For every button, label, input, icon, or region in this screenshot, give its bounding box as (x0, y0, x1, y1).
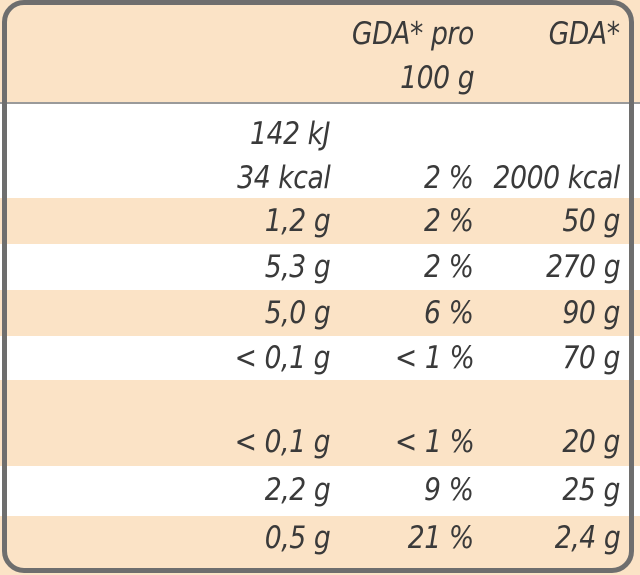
header-gda-per-100g-line1: GDA* pro (352, 16, 474, 52)
header-gda: GDA* (548, 16, 620, 52)
row-percent: < 1 % (394, 340, 475, 376)
table-row: < 0,1 g < 1 % 20 g (0, 380, 640, 466)
row-value: 1,2 g (264, 203, 330, 239)
header-divider (0, 102, 640, 104)
row-value: 2,2 g (264, 472, 330, 508)
table-header: GDA* pro 100 g GDA* (0, 0, 640, 104)
row-value: 5,3 g (264, 249, 330, 285)
row-percent: 2 % (424, 203, 475, 239)
row-gda: 25 g (562, 472, 620, 508)
row-percent: 2 % (424, 249, 475, 285)
row-value: 5,0 g (264, 295, 330, 331)
row-gda: 20 g (562, 424, 620, 460)
row-percent: 6 % (424, 295, 475, 331)
row-percent: < 1 % (394, 424, 475, 460)
table-row-energy: 142 kJ 34 kcal 2 % 2000 kcal (0, 104, 640, 198)
table-row: 1,2 g 2 % 50 g (0, 198, 640, 244)
row-percent: 21 % (407, 520, 474, 556)
table-row: 5,3 g 2 % 270 g (0, 244, 640, 290)
row-gda: 2,4 g (554, 520, 620, 556)
energy-gda: 2000 kcal (493, 160, 621, 196)
table-row: < 0,1 g < 1 % 70 g (0, 336, 640, 380)
row-percent: 9 % (424, 472, 475, 508)
header-gda-per-100g-line2: 100 g (399, 60, 475, 96)
energy-kcal: 34 kcal (236, 160, 331, 196)
row-gda: 270 g (545, 249, 621, 285)
energy-percent: 2 % (424, 160, 475, 196)
table-row: 2,2 g 9 % 25 g (0, 466, 640, 516)
row-value: < 0,1 g (234, 424, 330, 460)
table-row: 0,5 g 21 % 2,4 g (0, 516, 640, 575)
table-row: 5,0 g 6 % 90 g (0, 290, 640, 336)
row-gda: 90 g (562, 295, 620, 331)
energy-kj: 142 kJ (249, 116, 331, 152)
row-gda: 50 g (562, 203, 620, 239)
row-value: < 0,1 g (234, 340, 330, 376)
row-gda: 70 g (562, 340, 620, 376)
row-value: 0,5 g (264, 520, 330, 556)
